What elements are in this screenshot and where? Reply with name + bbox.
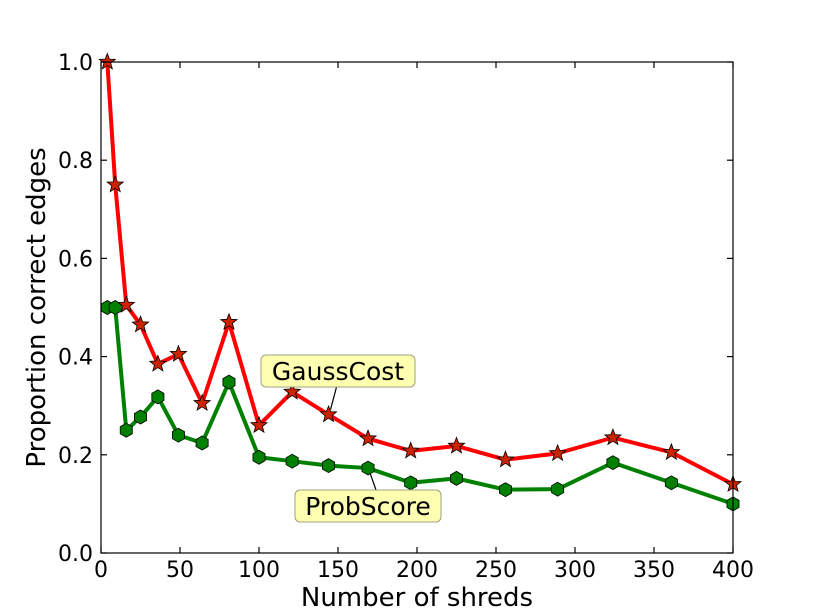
data-point-gausscost [117,295,136,313]
data-point-probscore [499,482,512,498]
data-point-probscore [119,422,133,438]
data-point-probscore [171,427,185,443]
data-point-gausscost [319,404,338,423]
data-point-probscore [664,475,678,491]
data-point-probscore [322,458,335,474]
data-point-probscore [151,389,165,405]
data-point-probscore [450,470,463,486]
y-axis-label: Proportion correct edges [22,147,52,467]
data-point-gausscost [358,428,378,447]
data-point-probscore [195,435,209,451]
annotation-label: GaussCost [272,357,404,386]
data-point-probscore [606,455,620,471]
data-point-probscore [134,409,147,425]
data-point-gausscost [401,441,420,459]
plot-background [101,62,733,553]
data-point-gausscost [169,344,188,362]
data-point-gausscost [148,354,168,372]
data-point-probscore [222,374,236,390]
data-point-gausscost [192,393,212,412]
data-point-gausscost [131,315,150,333]
y-tick-label: 0.2 [58,444,93,469]
data-point-gausscost [219,312,239,331]
annotation-gausscost: GaussCost [260,354,416,410]
y-tick-label: 0.0 [58,542,93,567]
x-tick-label: 350 [633,558,675,583]
data-point-gausscost [603,427,623,446]
axes: 0 50 100 150 200 250 300 350 400 0.0 0.2 0.4 0.6 0.8 1… [58,51,754,583]
data-point-gausscost [447,436,466,454]
data-point-probscore [551,481,565,497]
x-tick-label: 400 [712,558,754,583]
annotation-probscore: ProbScore [294,472,442,523]
data-point-gausscost [106,175,125,193]
x-tick-label: 0 [94,558,108,583]
annotation-label: ProbScore [305,492,431,521]
y-tick-label: 1.0 [58,51,93,76]
data-point-gausscost [249,415,269,434]
data-point-probscore [285,453,299,469]
annotation-box [294,489,442,523]
x-tick-label: 200 [396,558,438,583]
data-point-gausscost [98,52,117,70]
data-point-probscore [252,449,266,465]
x-tick-label: 300 [554,558,596,583]
y-tick-label: 0.8 [58,149,93,174]
annotations: GaussCost ProbScore [260,354,442,523]
plot-area [101,62,733,553]
x-tick-label: 50 [166,558,194,583]
annotation-arrow [369,472,377,491]
y-tick-label: 0.4 [58,346,93,371]
data-point-probscore [404,475,418,491]
x-tick-label: 250 [475,558,517,583]
x-axis-label: Number of shreds [301,583,533,613]
data-point-gausscost [548,443,567,462]
annotation-arrow [329,386,338,410]
x-tick-label: 150 [317,558,359,583]
data-point-gausscost [496,450,515,468]
x-tick-label: 100 [238,558,280,583]
series-markers [98,52,743,512]
data-point-probscore [361,460,375,476]
data-point-gausscost [283,382,302,400]
annotation-box [260,354,416,388]
data-point-gausscost [662,442,681,461]
y-tick-label: 0.6 [58,247,93,272]
